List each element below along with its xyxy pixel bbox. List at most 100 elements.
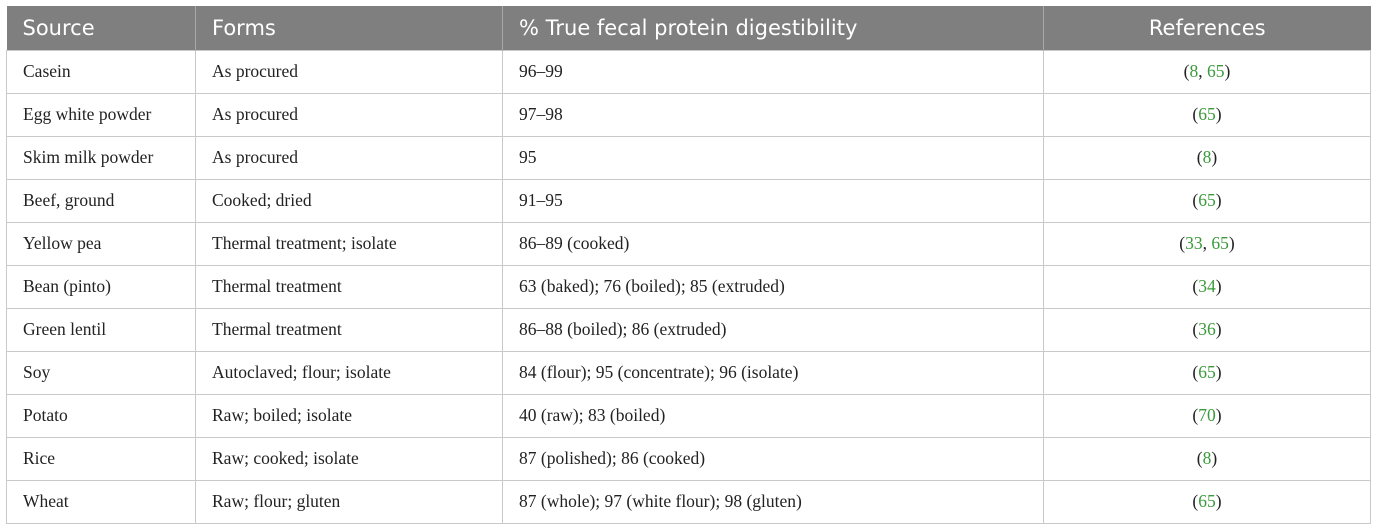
table-row: Casein As procured 96–99 (8, 65)	[6, 49, 1371, 94]
source-cell: Potato	[6, 393, 196, 438]
reference-link[interactable]: 65	[1198, 362, 1216, 382]
digestibility-cell: 87 (polished); 86 (cooked)	[502, 436, 1044, 481]
digestibility-cell: 95	[502, 135, 1044, 180]
reference-open-paren: (	[1192, 276, 1199, 296]
reference-open-paren: (	[1192, 104, 1199, 124]
table-row: Beef, ground Cooked; dried 91–95 (65)	[6, 178, 1371, 223]
reference-close-paren: )	[1215, 362, 1222, 382]
references-cell: (8)	[1043, 436, 1371, 481]
reference-link[interactable]: 34	[1198, 276, 1216, 296]
digestibility-cell: 40 (raw); 83 (boiled)	[502, 393, 1044, 438]
table-row: Bean (pinto) Thermal treatment 63 (baked);…	[6, 264, 1371, 309]
digestibility-cell: 91–95	[502, 178, 1044, 223]
references-cell: (65)	[1043, 92, 1371, 137]
references-cell: (70)	[1043, 393, 1371, 438]
references-cell: (65)	[1043, 350, 1371, 395]
source-cell: Beef, ground	[6, 178, 196, 223]
reference-link[interactable]: 8	[1202, 147, 1212, 167]
table-row: Wheat Raw; flour; gluten 87 (whole); 97 (w…	[6, 479, 1371, 524]
source-cell: Egg white powder	[6, 92, 196, 137]
reference-close-paren: )	[1215, 491, 1222, 511]
forms-cell: Raw; flour; gluten	[195, 479, 503, 524]
reference-link[interactable]: 65	[1211, 233, 1229, 253]
source-cell: Casein	[6, 49, 196, 94]
table-header-row: Source Forms % True fecal protein digest…	[6, 6, 1371, 50]
forms-cell: As procured	[195, 92, 503, 137]
reference-link[interactable]: 70	[1198, 405, 1216, 425]
source-cell: Skim milk powder	[6, 135, 196, 180]
header-forms: Forms	[195, 6, 503, 50]
digestibility-cell: 63 (baked); 76 (boiled); 85 (extruded)	[502, 264, 1044, 309]
digestibility-cell: 97–98	[502, 92, 1044, 137]
references-cell: (65)	[1043, 178, 1371, 223]
digestibility-table-container: Source Forms % True fecal protein digest…	[6, 6, 1371, 524]
source-cell: Yellow pea	[6, 221, 196, 266]
reference-open-paren: (	[1192, 319, 1199, 339]
reference-link[interactable]: 65	[1207, 61, 1225, 81]
forms-cell: Thermal treatment	[195, 307, 503, 352]
digestibility-cell: 84 (flour); 95 (concentrate); 96 (isolat…	[502, 350, 1044, 395]
reference-link[interactable]: 65	[1198, 190, 1216, 210]
source-cell: Wheat	[6, 479, 196, 524]
reference-close-paren: )	[1224, 61, 1231, 81]
forms-cell: As procured	[195, 49, 503, 94]
references-cell: (8, 65)	[1043, 49, 1371, 94]
reference-open-paren: (	[1196, 147, 1203, 167]
reference-close-paren: )	[1215, 405, 1222, 425]
digestibility-cell: 87 (whole); 97 (white flour); 98 (gluten…	[502, 479, 1044, 524]
reference-link[interactable]: 36	[1198, 319, 1216, 339]
reference-close-paren: )	[1215, 104, 1222, 124]
protein-digestibility-table: Source Forms % True fecal protein digest…	[6, 6, 1371, 524]
references-cell: (8)	[1043, 135, 1371, 180]
reference-close-paren: )	[1215, 276, 1222, 296]
forms-cell: Raw; boiled; isolate	[195, 393, 503, 438]
digestibility-cell: 86–89 (cooked)	[502, 221, 1044, 266]
reference-open-paren: (	[1183, 61, 1190, 81]
table-row: Skim milk powder As procured 95 (8)	[6, 135, 1371, 180]
digestibility-cell: 96–99	[502, 49, 1044, 94]
reference-link[interactable]: 65	[1198, 491, 1216, 511]
reference-close-paren: )	[1211, 448, 1218, 468]
source-cell: Soy	[6, 350, 196, 395]
source-cell: Green lentil	[6, 307, 196, 352]
references-cell: (33, 65)	[1043, 221, 1371, 266]
header-digestibility: % True fecal protein digestibility	[502, 6, 1044, 50]
source-cell: Rice	[6, 436, 196, 481]
reference-separator: ,	[1198, 61, 1207, 81]
forms-cell: As procured	[195, 135, 503, 180]
references-cell: (36)	[1043, 307, 1371, 352]
digestibility-cell: 86–88 (boiled); 86 (extruded)	[502, 307, 1044, 352]
table-row: Green lentil Thermal treatment 86–88 (boil…	[6, 307, 1371, 352]
reference-open-paren: (	[1179, 233, 1186, 253]
header-source: Source	[6, 6, 196, 50]
reference-close-paren: )	[1215, 190, 1222, 210]
forms-cell: Cooked; dried	[195, 178, 503, 223]
reference-link[interactable]: 8	[1202, 448, 1212, 468]
reference-link[interactable]: 33	[1185, 233, 1203, 253]
forms-cell: Thermal treatment; isolate	[195, 221, 503, 266]
reference-open-paren: (	[1192, 491, 1199, 511]
reference-open-paren: (	[1196, 448, 1203, 468]
reference-open-paren: (	[1192, 190, 1199, 210]
reference-close-paren: )	[1211, 147, 1218, 167]
source-cell: Bean (pinto)	[6, 264, 196, 309]
reference-link[interactable]: 65	[1198, 104, 1216, 124]
references-cell: (65)	[1043, 479, 1371, 524]
reference-close-paren: )	[1215, 319, 1222, 339]
references-cell: (34)	[1043, 264, 1371, 309]
reference-open-paren: (	[1192, 405, 1199, 425]
table-row: Soy Autoclaved; flour; isolate 84 (flour);…	[6, 350, 1371, 395]
header-references: References	[1148, 15, 1266, 40]
table-row: Egg white powder As procured 97–98 (65)	[6, 92, 1371, 137]
reference-open-paren: (	[1192, 362, 1199, 382]
reference-link[interactable]: 8	[1189, 61, 1199, 81]
table-row: Yellow pea Thermal treatment; isolate 86–8…	[6, 221, 1371, 266]
forms-cell: Autoclaved; flour; isolate	[195, 350, 503, 395]
table-row: Potato Raw; boiled; isolate 40 (raw); 83 (…	[6, 393, 1371, 438]
table-row: Rice Raw; cooked; isolate 87 (polished); 8…	[6, 436, 1371, 481]
reference-close-paren: )	[1228, 233, 1235, 253]
forms-cell: Raw; cooked; isolate	[195, 436, 503, 481]
reference-separator: ,	[1202, 233, 1212, 253]
table-body: Casein As procured 96–99 (8, 65) Egg white p…	[6, 49, 1371, 524]
forms-cell: Thermal treatment	[195, 264, 503, 309]
